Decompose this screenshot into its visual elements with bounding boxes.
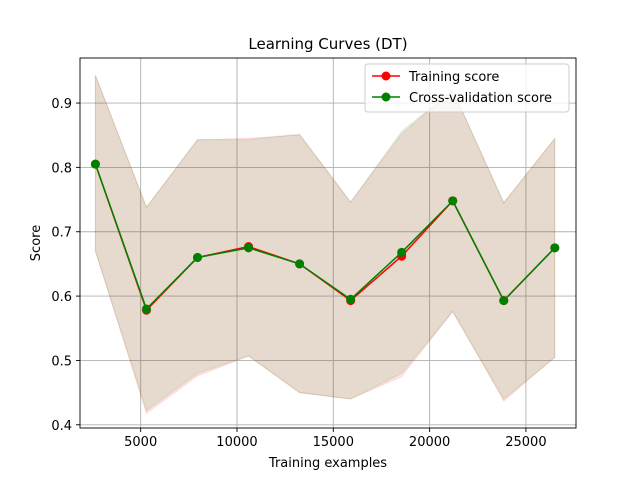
legend-training-marker <box>381 71 391 81</box>
y-tick-label: 0.4 <box>51 419 72 434</box>
legend-cv-marker <box>381 92 391 102</box>
x-tick-label: 15000 <box>313 435 354 450</box>
cv-score-point <box>192 252 202 262</box>
cv-score-line <box>94 163 556 311</box>
chart-title: Learning Curves (DT) <box>248 35 407 53</box>
plot-frame <box>79 57 577 429</box>
y-tick-label: 0.5 <box>51 354 72 369</box>
cv-score-point <box>244 243 254 253</box>
y-tick-label: 0.9 <box>51 97 72 112</box>
legend-cv-label: Cross-validation score <box>409 91 552 106</box>
x-tick-label: 10000 <box>216 435 257 450</box>
score-lines <box>90 159 560 315</box>
x-tick-label: 5000 <box>124 435 157 450</box>
y-tick-label: 0.6 <box>51 290 72 305</box>
x-tick-label: 25000 <box>505 435 546 450</box>
cv-score-point <box>90 159 100 169</box>
training-score-band <box>94 75 556 415</box>
x-tick-label: 20000 <box>409 435 450 450</box>
cv-score-band <box>94 75 556 412</box>
legend-training-label: Training score <box>408 70 499 85</box>
cv-score-point <box>141 304 151 314</box>
legend-box <box>364 63 570 113</box>
score-bands <box>94 75 556 415</box>
x-axis-label: Training examples <box>268 456 387 471</box>
y-axis-label: Score <box>29 225 44 261</box>
legend: Training score Cross-validation score <box>364 63 570 113</box>
y-tick-label: 0.8 <box>51 161 72 176</box>
cv-score-point <box>346 294 356 304</box>
cv-score-point <box>448 196 458 206</box>
cv-score-point <box>550 243 560 253</box>
axis-ticks: 5000 10000 15000 20000 25000 0.4 0.5 0.6 0.7 0.8 0… <box>51 97 546 450</box>
cv-score-point <box>397 247 407 257</box>
y-tick-label: 0.7 <box>51 226 72 241</box>
cv-score-point <box>295 259 305 269</box>
cv-score-point <box>499 296 509 306</box>
